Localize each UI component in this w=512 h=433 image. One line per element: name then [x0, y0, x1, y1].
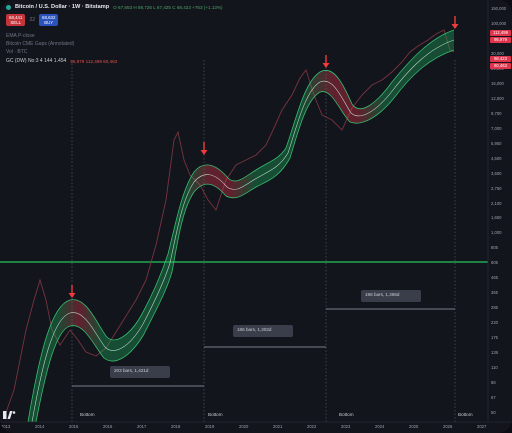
buy-label: BUY: [44, 20, 54, 25]
price-badge: 95,979: [490, 37, 511, 43]
cycle-label-3: 198 bars, 1,386d: [365, 292, 400, 297]
price-tick-label: 5,950: [491, 140, 502, 146]
price-tick-label: 150,000: [491, 6, 507, 11]
price-badge: 68,423: [490, 56, 511, 62]
price-tick-label: 86: [491, 380, 496, 386]
indicator-ema-label: EMA P-close: [6, 33, 35, 39]
indicator-row-3[interactable]: Vol · BTC: [6, 49, 27, 55]
time-tick-label: 2017: [137, 424, 147, 429]
time-tick-label: 2022: [307, 424, 317, 429]
symbol-logo-icon: [6, 4, 11, 10]
time-tick-label: 2025: [409, 424, 419, 429]
price-tick-label: 50: [491, 410, 496, 415]
indicator-cme-label: Bitcoin CME Gaps (Annotated): [6, 41, 75, 47]
time-tick-label: 2019: [205, 424, 215, 429]
symbol-title: Bitcoin / U.S. Dollar · 1W · Bitstamp: [15, 4, 110, 10]
sell-button[interactable]: 68,441 SELL: [6, 14, 26, 26]
price-tick-label: 285: [491, 305, 498, 311]
price-tick-label: 9,700: [491, 110, 502, 116]
down-arrow-icon: [68, 285, 76, 298]
price-tick-label: 16,000: [491, 80, 504, 86]
price-tick-label: 805: [491, 245, 498, 251]
time-tick-label: 2020: [239, 424, 249, 429]
bottom-label-2: Bottom: [208, 412, 223, 417]
price-tick-label: 465: [491, 275, 498, 281]
price-tick-label: 12,500: [491, 95, 504, 101]
regression-band: [28, 30, 454, 422]
time-tick-label: 2015: [69, 424, 79, 429]
price-tick-label: 100,000: [491, 20, 507, 26]
cycle-label-box-3: [361, 290, 421, 302]
price-tick-label: 1,000: [491, 230, 502, 236]
price-tick-label: 220: [491, 320, 498, 326]
time-axis[interactable]: 2013 2014 2015 2016 2017 2018 2019 2020 2021 2022…: [0, 423, 488, 433]
ohlc-values: O 67,853 H 69,726 L 67,425 C 68,423 +763…: [113, 4, 223, 10]
sell-price: 68,441: [9, 15, 23, 20]
cycle-label-box-2: [233, 325, 293, 337]
cycle-lines: [71, 60, 456, 422]
cycle-label-box-1: [110, 366, 170, 378]
symbol-row[interactable]: Bitcoin / U.S. Dollar · 1W · Bitstamp O …: [6, 4, 223, 10]
trade-buttons: 68,441 SELL 22 68,632 BUY: [6, 14, 59, 26]
peak-arrows: [68, 16, 459, 298]
price-badge: 60,463: [490, 63, 511, 69]
bottom-label-3: Bottom: [339, 412, 354, 417]
time-tick-label: 2024: [375, 424, 385, 429]
time-tick-label: 2026: [443, 424, 453, 429]
tradingview-logo: [3, 411, 16, 419]
indicator-row-2[interactable]: Bitcoin CME Gaps (Annotated): [6, 41, 74, 47]
price-tick-label: 67: [491, 395, 496, 401]
band-upper-edge: [27, 29, 455, 423]
down-arrow-icon: [200, 142, 208, 155]
time-tick-label: 2014: [35, 424, 45, 429]
price-badge: 112,499: [490, 30, 511, 36]
cycle-measures: [72, 308, 455, 387]
sell-label: SELL: [10, 20, 22, 25]
price-tick-label: 7,000: [491, 125, 502, 131]
band-lower-edge: [35, 49, 455, 423]
spread-value: 22: [29, 17, 35, 23]
price-tick-label: 2,100: [491, 200, 502, 206]
time-tick-label: 2023: [341, 424, 351, 429]
time-tick-label: 2021: [273, 424, 283, 429]
bottom-label-1: Bottom: [80, 412, 95, 417]
indicator-row-4[interactable]: GC (DW) No:3 4 144 1.454 95,979 112,499 …: [6, 58, 117, 64]
price-tick-label: 139: [491, 350, 498, 356]
down-arrow-icon: [322, 55, 330, 68]
buy-price: 68,632: [42, 15, 56, 20]
indicator-gc-label: GC (DW) No:3 4 144 1.454: [6, 58, 67, 64]
price-line: [3, 29, 455, 419]
cycle-label-1: 203 bars, 1,421d: [114, 368, 149, 373]
down-arrow-icon: [451, 16, 459, 29]
indicator-gc-values: 95,979 112,499 60,463: [70, 58, 118, 64]
band-center-line: [31, 39, 455, 423]
price-tick-label: 110: [491, 365, 498, 371]
price-tick-label: 2,750: [491, 185, 502, 191]
indicator-row-1[interactable]: EMA P-close: [6, 33, 35, 39]
time-tick-label: 2013: [1, 424, 11, 429]
price-tick-label: 175: [491, 335, 498, 341]
price-tick-label: 4,500: [491, 155, 502, 161]
cycle-label-2: 186 bars, 1,302d: [237, 327, 272, 332]
time-tick-label: 2016: [103, 424, 113, 429]
indicator-volume-label: Vol · BTC: [6, 49, 28, 55]
time-tick-label: 2018: [171, 424, 181, 429]
bottom-label-4: Bottom: [458, 412, 473, 417]
price-tick-label: 1,650: [491, 215, 502, 221]
time-tick-label: 2027: [477, 424, 487, 429]
price-tick-label: 3,500: [491, 170, 502, 176]
price-tick-label: 605: [491, 260, 498, 266]
chart-legend: Bitcoin / U.S. Dollar · 1W · Bitstamp O …: [0, 0, 512, 72]
price-tick-label: 30,000: [491, 50, 504, 56]
price-badges: 112,499 95,979 68,423 60,463: [489, 0, 512, 80]
price-tick-label: 365: [491, 290, 498, 296]
buy-button[interactable]: 68,632 BUY: [39, 14, 59, 26]
